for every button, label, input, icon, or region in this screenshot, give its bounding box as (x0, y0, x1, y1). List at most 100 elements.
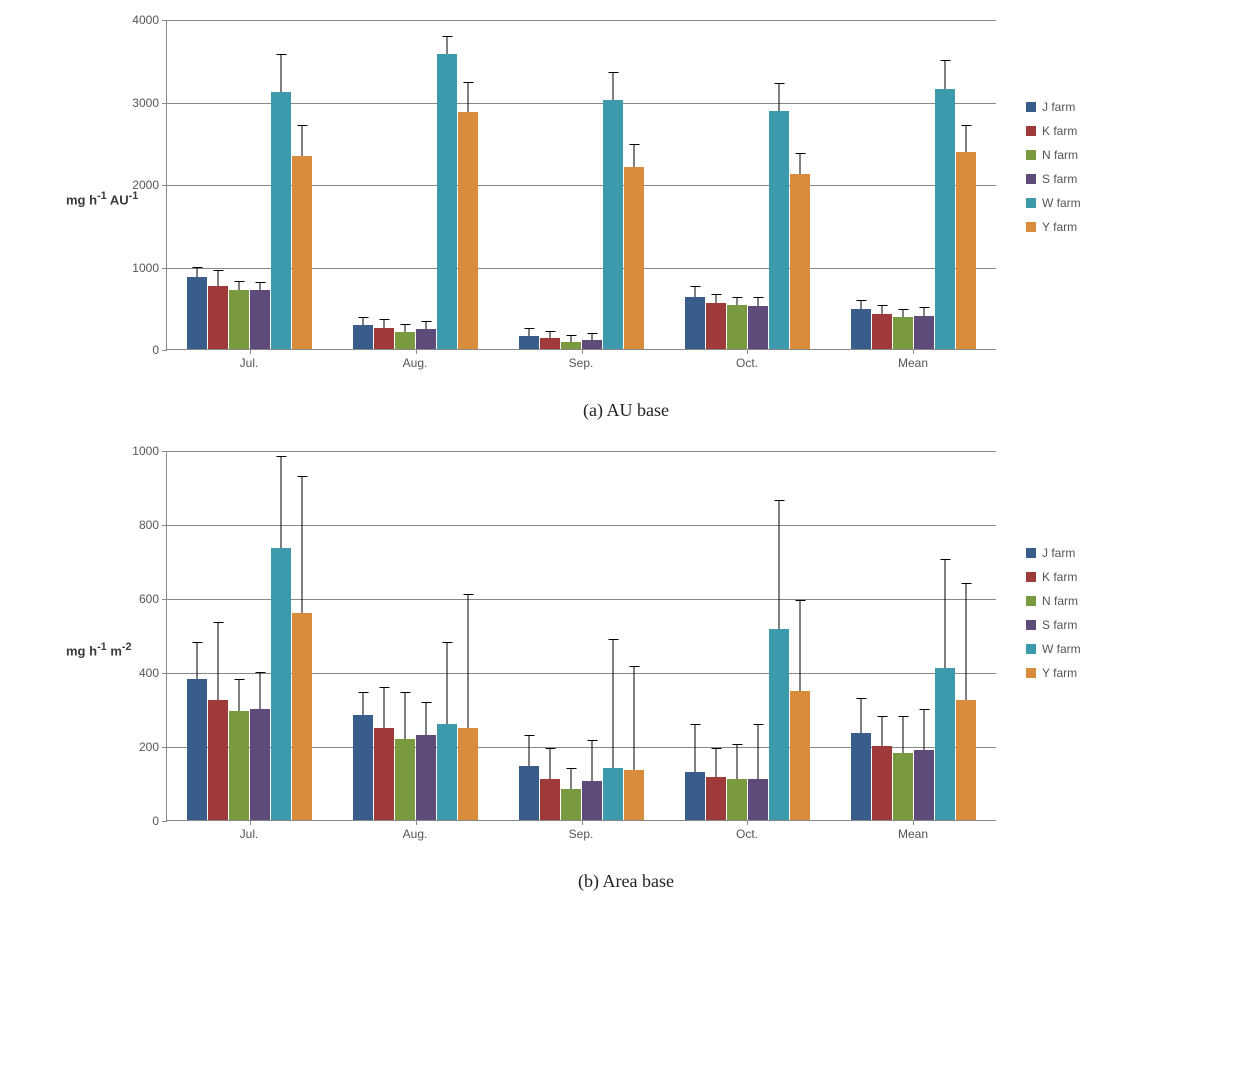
bar-j (851, 733, 871, 820)
x-label: Jul. (166, 356, 332, 370)
bar-k (208, 286, 228, 349)
bar-group (167, 451, 333, 820)
legend-label: N farm (1042, 148, 1078, 162)
error-bar (736, 297, 737, 305)
legend-item-s: S farm (1026, 172, 1081, 186)
bar-group (664, 20, 830, 349)
legend: J farmK farmN farmS farmW farmY farm (1026, 546, 1081, 680)
error-bar (239, 679, 240, 710)
error-bar (757, 297, 758, 306)
bar-s (250, 709, 270, 820)
bar-group (167, 20, 333, 349)
bar-s (582, 340, 602, 349)
error-bar (902, 309, 903, 317)
bar-n (561, 789, 581, 820)
bar-k (872, 746, 892, 820)
y-tick-label: 1000 (132, 444, 167, 458)
error-bar (778, 83, 779, 111)
error-bar (715, 294, 716, 303)
x-label: Aug. (332, 827, 498, 841)
x-label: Oct. (664, 827, 830, 841)
x-tick-mark (416, 820, 417, 825)
bar-n (893, 753, 913, 820)
error-bar (549, 748, 550, 779)
bar-s (250, 290, 270, 349)
error-bar (426, 321, 427, 329)
error-bar (633, 144, 634, 167)
bars-row (167, 20, 996, 349)
legend-item-y: Y farm (1026, 666, 1081, 680)
bar-y (458, 728, 478, 821)
error-bar (881, 305, 882, 314)
bar-n (561, 342, 581, 349)
legend-swatch (1026, 126, 1036, 136)
error-bar (447, 36, 448, 54)
legend-label: J farm (1042, 100, 1075, 114)
x-tick-mark (747, 349, 748, 354)
x-tick-mark (250, 349, 251, 354)
legend-swatch (1026, 572, 1036, 582)
error-bar (778, 500, 779, 630)
y-tick-label: 600 (139, 592, 167, 606)
error-bar (281, 54, 282, 91)
legend-swatch (1026, 174, 1036, 184)
bar-k (540, 779, 560, 820)
y-tick-label: 800 (139, 518, 167, 532)
bar-j (685, 772, 705, 820)
bar-n (395, 332, 415, 349)
chart-au: mg h-1 AU-1J farmK farmN farmS farmW far… (76, 20, 1176, 421)
error-bar (570, 768, 571, 788)
bar-n (893, 317, 913, 349)
error-bar (528, 735, 529, 766)
bar-k (208, 700, 228, 820)
legend-item-y: Y farm (1026, 220, 1081, 234)
bar-k (706, 303, 726, 349)
error-bar (902, 716, 903, 753)
bar-n (229, 290, 249, 349)
bar-w (603, 100, 623, 349)
bar-k (374, 728, 394, 821)
x-label: Oct. (664, 356, 830, 370)
y-tick-label: 0 (152, 343, 167, 357)
legend-item-j: J farm (1026, 546, 1081, 560)
legend-label: Y farm (1042, 220, 1077, 234)
bar-j (187, 277, 207, 349)
x-label: Mean (830, 356, 996, 370)
error-bar (633, 666, 634, 770)
legend-item-n: N farm (1026, 148, 1081, 162)
bar-s (416, 735, 436, 820)
error-bar (302, 476, 303, 613)
legend-swatch (1026, 198, 1036, 208)
x-label: Sep. (498, 827, 664, 841)
bar-w (769, 111, 789, 349)
legend-swatch (1026, 222, 1036, 232)
bar-s (748, 779, 768, 820)
bar-s (914, 750, 934, 820)
bar-s (914, 316, 934, 349)
bar-w (437, 54, 457, 349)
chart-area: mg h-1 m-2J farmK farmN farmS farmW farm… (76, 451, 1176, 892)
x-tick-mark (913, 349, 914, 354)
legend-item-w: W farm (1026, 642, 1081, 656)
x-tick-mark (582, 820, 583, 825)
bar-k (872, 314, 892, 349)
bar-w (271, 548, 291, 820)
y-tick-label: 3000 (132, 96, 167, 110)
error-bar (881, 716, 882, 746)
legend-label: K farm (1042, 570, 1077, 584)
error-bar (694, 286, 695, 297)
y-axis-label: mg h-1 m-2 (66, 641, 132, 658)
error-bar (860, 300, 861, 309)
y-tick-label: 400 (139, 666, 167, 680)
error-bar (426, 702, 427, 735)
x-labels: Jul.Aug.Sep.Oct.Mean (166, 356, 996, 370)
bar-group (333, 20, 499, 349)
bar-group (664, 451, 830, 820)
bar-j (519, 336, 539, 349)
legend-swatch (1026, 596, 1036, 606)
error-bar (965, 125, 966, 151)
error-bar (197, 267, 198, 277)
error-bar (281, 456, 282, 549)
bar-j (353, 715, 373, 820)
bar-n (727, 305, 747, 349)
